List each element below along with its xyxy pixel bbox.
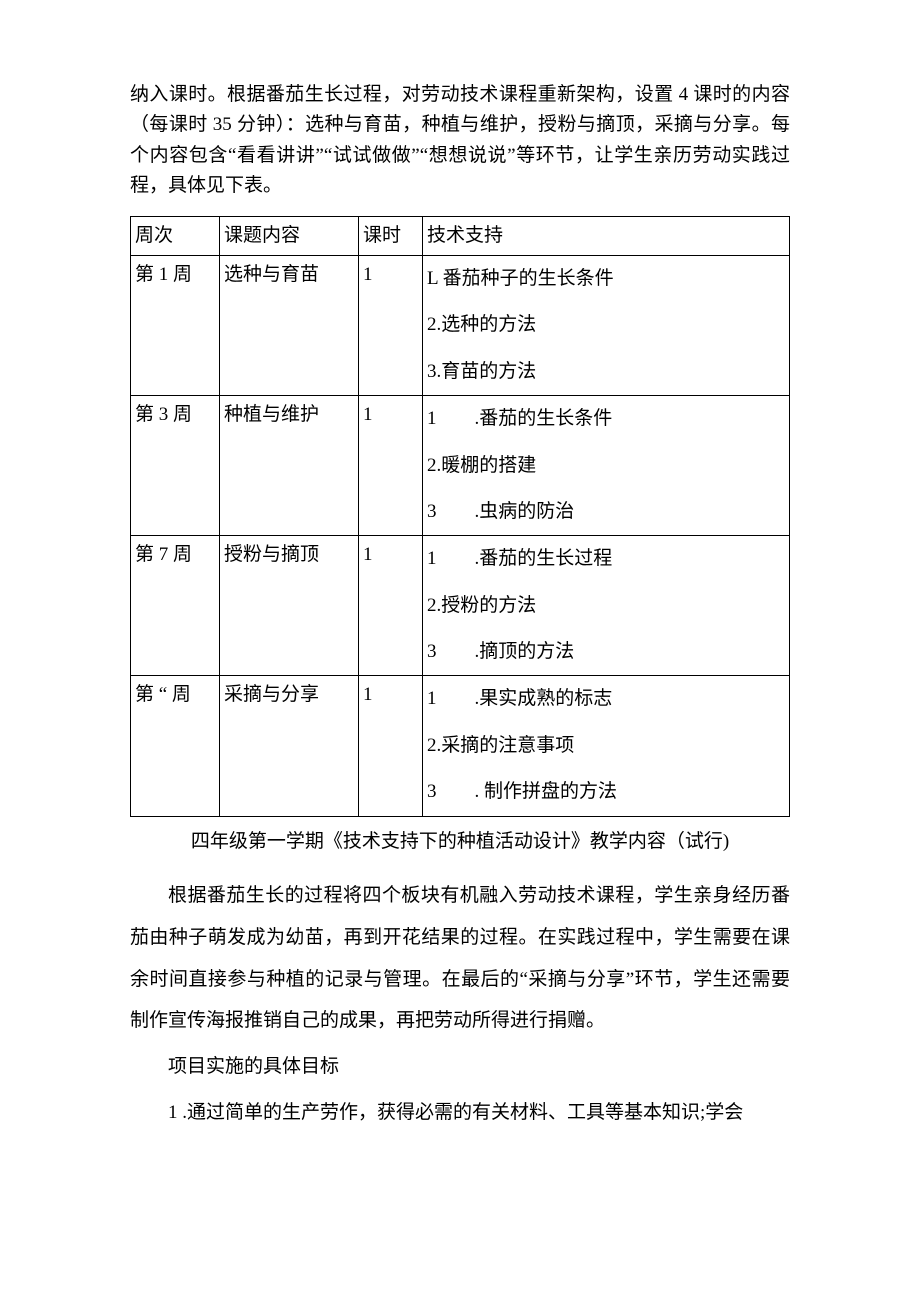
cell-hours: 1	[359, 396, 423, 536]
tech-item: 3 . 制作拼盘的方法	[427, 777, 785, 807]
cell-topic: 选种与育苗	[220, 255, 359, 395]
body-paragraph-1: 根据番茄生长的过程将四个板块有机融入劳动技术课程，学生亲身经历番茄由种子萌发成为…	[130, 875, 790, 1042]
table-header-row: 周次 课题内容 课时 技术支持	[131, 216, 790, 255]
cell-tech: 1 .番茄的生长条件 2.暖棚的搭建 3 .虫病的防治	[423, 396, 790, 536]
section-title: 项目实施的具体目标	[130, 1046, 790, 1088]
cell-week: 第 1 周	[131, 255, 220, 395]
tech-item: 2.授粉的方法	[427, 591, 785, 621]
header-tech: 技术支持	[423, 216, 790, 255]
document-page: 纳入课时。根据番茄生长过程，对劳动技术课程重新架构，设置 4 课时的内容（每课时…	[0, 0, 920, 1198]
tech-item: 3.育苗的方法	[427, 357, 785, 387]
cell-topic: 授粉与摘顶	[220, 536, 359, 676]
tech-item: 3 .摘顶的方法	[427, 637, 785, 667]
tech-item: L 番茄种子的生长条件	[427, 264, 785, 294]
cell-topic: 种植与维护	[220, 396, 359, 536]
tech-item: 1 .番茄的生长条件	[427, 404, 785, 434]
cell-week: 第 7 周	[131, 536, 220, 676]
table-row: 第 “ 周 采摘与分享 1 1 .果实成熟的标志 2.采摘的注意事项 3 . 制…	[131, 676, 790, 816]
cell-week: 第 3 周	[131, 396, 220, 536]
cell-hours: 1	[359, 255, 423, 395]
goal-item-1: 1 .通过简单的生产劳作，获得必需的有关材料、工具等基本知识;学会	[130, 1092, 790, 1134]
cell-tech: 1 .果实成熟的标志 2.采摘的注意事项 3 . 制作拼盘的方法	[423, 676, 790, 816]
header-week: 周次	[131, 216, 220, 255]
tech-item: 1 .果实成熟的标志	[427, 684, 785, 714]
table-row: 第 7 周 授粉与摘顶 1 1 .番茄的生长过程 2.授粉的方法 3 .摘顶的方…	[131, 536, 790, 676]
tech-item: 2.暖棚的搭建	[427, 451, 785, 481]
cell-hours: 1	[359, 676, 423, 816]
intro-paragraph: 纳入课时。根据番茄生长过程，对劳动技术课程重新架构，设置 4 课时的内容（每课时…	[130, 80, 790, 202]
cell-topic: 采摘与分享	[220, 676, 359, 816]
curriculum-table: 周次 课题内容 课时 技术支持 第 1 周 选种与育苗 1 L 番茄种子的生长条…	[130, 216, 790, 817]
tech-item: 2.选种的方法	[427, 310, 785, 340]
cell-week: 第 “ 周	[131, 676, 220, 816]
cell-tech: 1 .番茄的生长过程 2.授粉的方法 3 .摘顶的方法	[423, 536, 790, 676]
table-caption: 四年级第一学期《技术支持下的种植活动设计》教学内容（试行)	[130, 827, 790, 857]
tech-item: 2.采摘的注意事项	[427, 731, 785, 761]
table-row: 第 1 周 选种与育苗 1 L 番茄种子的生长条件 2.选种的方法 3.育苗的方…	[131, 255, 790, 395]
table-row: 第 3 周 种植与维护 1 1 .番茄的生长条件 2.暖棚的搭建 3 .虫病的防…	[131, 396, 790, 536]
cell-hours: 1	[359, 536, 423, 676]
header-topic: 课题内容	[220, 216, 359, 255]
tech-item: 3 .虫病的防治	[427, 497, 785, 527]
header-hours: 课时	[359, 216, 423, 255]
cell-tech: L 番茄种子的生长条件 2.选种的方法 3.育苗的方法	[423, 255, 790, 395]
tech-item: 1 .番茄的生长过程	[427, 544, 785, 574]
